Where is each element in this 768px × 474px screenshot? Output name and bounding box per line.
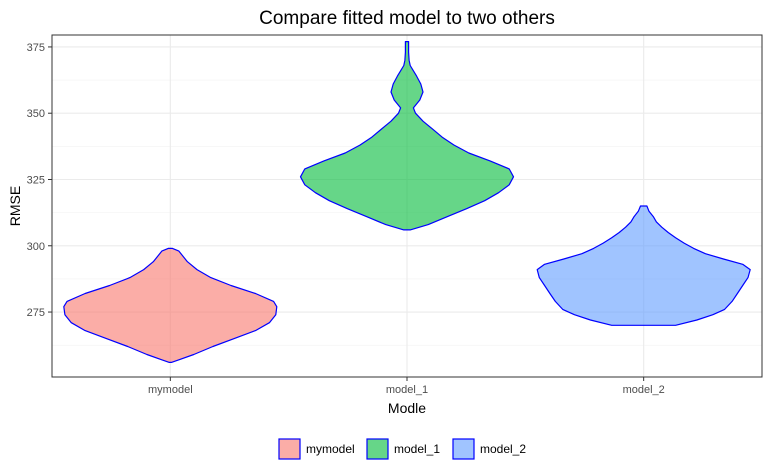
legend-key-model-1 (366, 438, 389, 460)
axes: 275 300 325 350 375 mymodel model_1 model_2 (27, 42, 665, 396)
y-tick-label: 325 (27, 174, 45, 186)
x-axis-title: Modle (388, 400, 426, 416)
chart-title: Compare fitted model to two others (259, 8, 555, 29)
violin-mymodel (63, 247, 278, 363)
legend-label: mymodel (306, 442, 355, 456)
x-tick-label: mymodel (148, 384, 193, 396)
y-tick-label: 375 (27, 42, 45, 54)
y-tick-label: 350 (27, 108, 45, 120)
y-tick-label: 300 (27, 241, 45, 253)
violins (63, 41, 751, 363)
x-tick-label: model_2 (623, 384, 665, 396)
y-axis-title: RMSE (7, 186, 23, 226)
violin-model-1 (299, 41, 515, 231)
legend-key-model-2 (452, 438, 475, 460)
violin-model-2 (536, 205, 751, 326)
legend-label: model_1 (394, 442, 440, 456)
y-tick-label: 275 (27, 307, 45, 319)
x-tick-label: model_1 (386, 384, 428, 396)
legend-label: model_2 (480, 442, 526, 456)
legend-key-mymodel (278, 438, 301, 460)
legend: mymodel model_1 model_2 (278, 438, 526, 460)
